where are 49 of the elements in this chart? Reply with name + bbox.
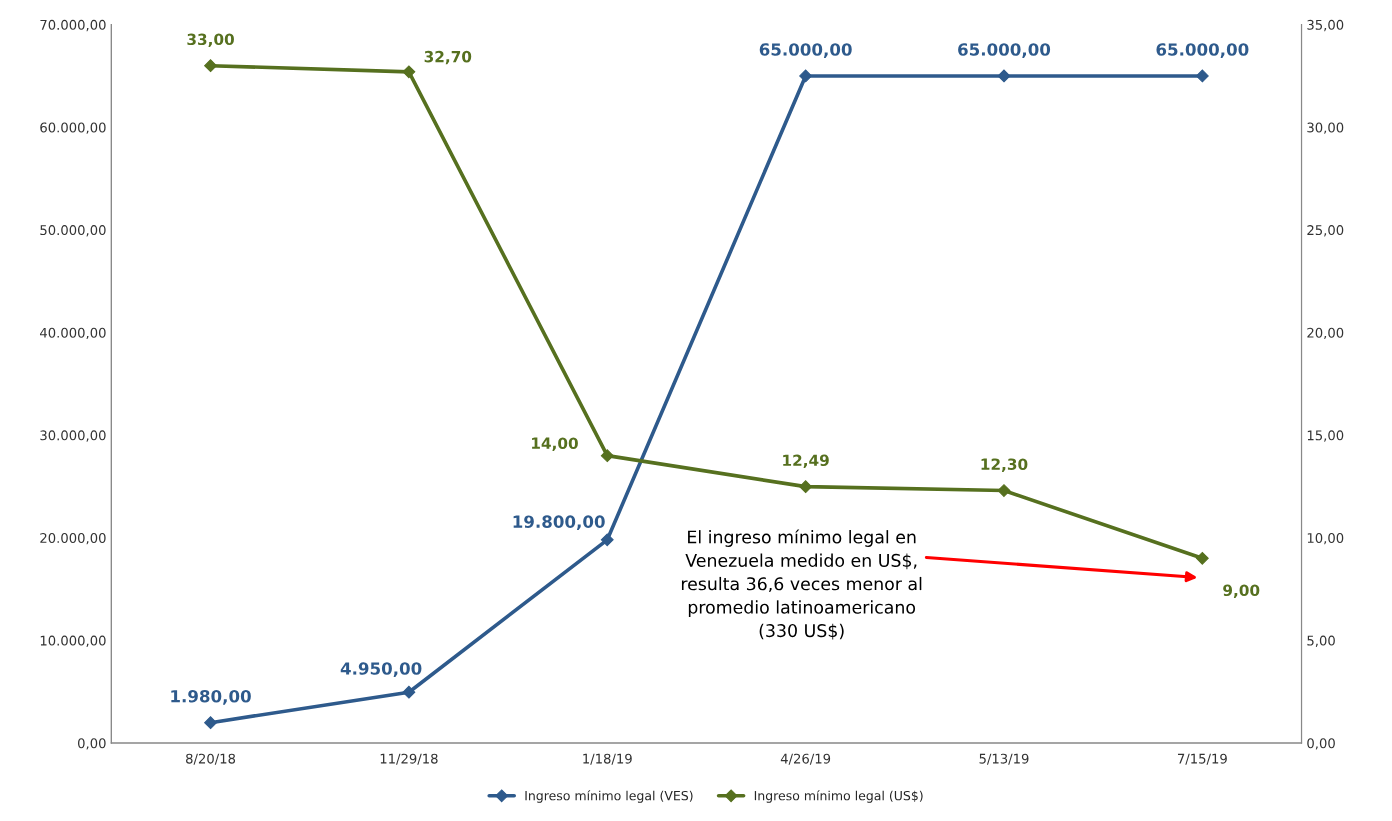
y-tick-label: 50.000,00 (40, 225, 106, 237)
point (402, 65, 416, 79)
data-label: 33,00 (187, 33, 234, 48)
point (402, 685, 416, 699)
point (799, 480, 813, 494)
data-label: 14,00 (532, 437, 578, 451)
y2-tick-label: 0,00 (1307, 738, 1335, 750)
x-tick-label: 11/29/18 (380, 753, 438, 765)
legend-label: Ingreso mínimo legal (US$) (754, 790, 923, 803)
x-tick-label: 5/13/19 (979, 753, 1029, 765)
x-tick-label: 1/18/19 (583, 753, 632, 765)
y2-tick-label: 30,00 (1307, 122, 1344, 134)
data-label: 12,49 (783, 454, 829, 469)
annotation: El ingreso mínimo legal en Venezuela medido en US$, resulta 36,6 veces menor al promedio latinoamericano (330 US$) (681, 529, 922, 640)
point (204, 59, 217, 73)
x-tick-label: 7/15/19 (1177, 753, 1227, 765)
y2-tick-label: 35,00 (1307, 19, 1344, 32)
y2-tick-label: 10,00 (1307, 532, 1344, 545)
y-tick-label: 60.000,00 (40, 122, 106, 134)
data-label: 32,70 (424, 50, 472, 65)
x-tick-label: 8/20/18 (186, 753, 236, 765)
point (1195, 69, 1209, 83)
point (997, 484, 1011, 497)
y2-tick-label: 20,00 (1307, 327, 1344, 340)
data-label: 65.000,00 (958, 43, 1051, 58)
data-label: 65.000,00 (1156, 43, 1249, 58)
data-label: 65.000,00 (759, 43, 852, 58)
point (997, 69, 1011, 83)
point (600, 449, 614, 463)
data-label: 1.980,00 (171, 689, 251, 705)
x-tick-label: 4/26/19 (780, 753, 831, 765)
point (600, 533, 614, 547)
point (799, 69, 813, 83)
data-label: 4.950,00 (340, 662, 422, 677)
y-tick-label: 70.000,00 (40, 19, 106, 32)
y-tick-label: 0,00 (77, 738, 106, 750)
y2-tick-label: 5,00 (1307, 635, 1335, 647)
data-label: 9,00 (1223, 584, 1260, 598)
y2-tick-label: 25,00 (1307, 225, 1344, 237)
legend-label: Ingreso mínimo legal (VES) (525, 790, 693, 803)
data-label: 12,30 (981, 458, 1028, 472)
y-tick-label: 30.000,00 (40, 430, 106, 442)
data-label: 19.800,00 (513, 515, 605, 531)
y-tick-label: 20.000,00 (40, 532, 106, 545)
y-tick-label: 40.000,00 (39, 327, 106, 340)
y-tick-label: 10.000,00 (40, 635, 106, 647)
y2-tick-label: 15,00 (1307, 430, 1344, 442)
point (1195, 551, 1209, 565)
point (204, 716, 217, 730)
